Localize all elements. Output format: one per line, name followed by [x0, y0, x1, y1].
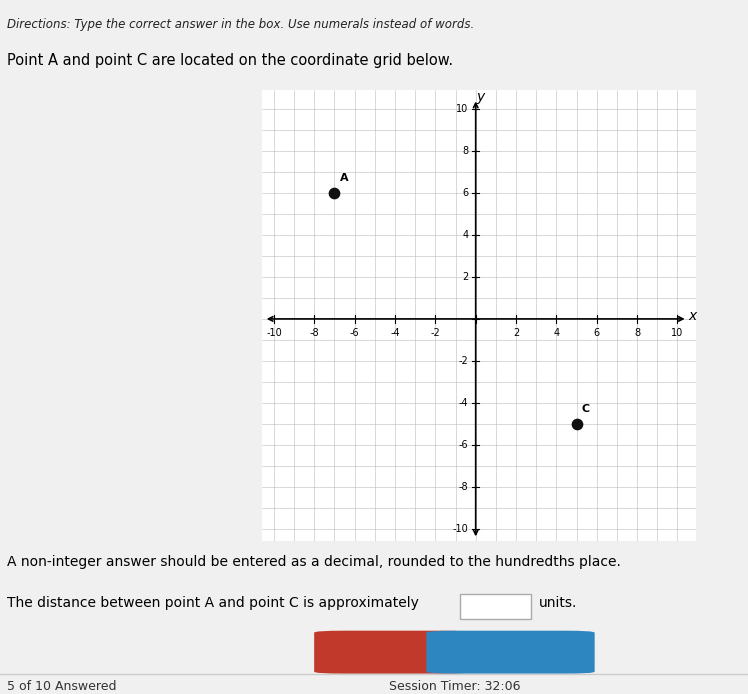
Text: A non-integer answer should be entered as a decimal, rounded to the hundredths p: A non-integer answer should be entered a…: [7, 555, 622, 568]
Text: -2: -2: [459, 356, 469, 366]
Text: -2: -2: [430, 328, 441, 339]
Point: [328, 187, 340, 198]
Text: -8: -8: [310, 328, 319, 339]
Text: y: y: [476, 90, 485, 103]
Text: 10: 10: [672, 328, 684, 339]
Text: 8: 8: [634, 328, 640, 339]
Text: 10: 10: [456, 104, 469, 114]
FancyBboxPatch shape: [460, 594, 531, 619]
Text: -10: -10: [453, 524, 469, 534]
Text: 6: 6: [462, 188, 469, 198]
FancyBboxPatch shape: [426, 631, 595, 674]
Text: 5 of 10 Answered: 5 of 10 Answered: [7, 679, 117, 693]
Point: [571, 418, 583, 430]
Text: Submit: Submit: [483, 643, 539, 658]
Text: x: x: [688, 309, 696, 323]
Text: Session Timer: 32:06: Session Timer: 32:06: [389, 679, 521, 693]
Text: 8: 8: [462, 146, 469, 156]
Text: 4: 4: [462, 230, 469, 240]
Text: Point A and point C are located on the coordinate grid below.: Point A and point C are located on the c…: [7, 53, 453, 67]
FancyBboxPatch shape: [314, 631, 471, 674]
Text: 2: 2: [513, 328, 519, 339]
Text: C: C: [582, 405, 589, 414]
Text: -8: -8: [459, 482, 469, 492]
Text: -10: -10: [266, 328, 282, 339]
Text: Reset: Reset: [370, 643, 415, 658]
Text: -4: -4: [459, 398, 469, 408]
Text: -6: -6: [350, 328, 360, 339]
Text: 6: 6: [594, 328, 600, 339]
Text: A: A: [340, 174, 348, 183]
Text: -6: -6: [459, 440, 469, 450]
Text: 4: 4: [554, 328, 560, 339]
Text: 2: 2: [462, 272, 469, 282]
Text: Directions: Type the correct answer in the box. Use numerals instead of words.: Directions: Type the correct answer in t…: [7, 18, 475, 31]
Text: The distance between point A and point C is approximately: The distance between point A and point C…: [7, 596, 420, 610]
Text: units.: units.: [539, 596, 577, 610]
Text: -4: -4: [390, 328, 399, 339]
